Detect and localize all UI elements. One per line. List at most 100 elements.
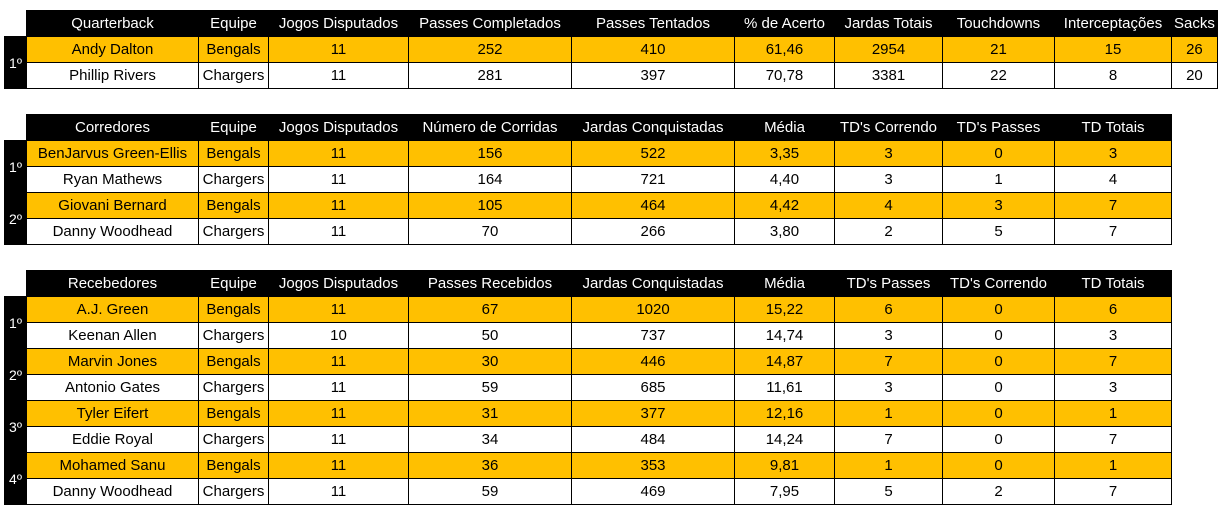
table-cell: 0 (942, 452, 1055, 479)
table-cell: 377 (571, 400, 735, 427)
table-row: Phillip Rivers Chargers 11 281 397 70,78 3381 2… (5, 62, 1218, 89)
rank-label: 4º (4, 452, 27, 505)
table-cell: 7 (1054, 218, 1172, 245)
table-cell: 12,16 (734, 400, 835, 427)
table-cell: 21 (942, 36, 1055, 63)
player-name-cell: Ryan Mathews (26, 166, 199, 193)
table-cell: 4 (1054, 166, 1172, 193)
column-header: Jardas Totais (834, 10, 943, 37)
column-header: Equipe (198, 114, 269, 141)
rank-label: 1º (4, 296, 27, 349)
table-header-row: Recebedores Equipe Jogos Disputados Passes … (4, 270, 1172, 297)
rank-label: 1º (4, 36, 27, 89)
table-cell: 397 (571, 62, 735, 89)
table-cell: 67 (408, 296, 572, 323)
player-name-cell: Danny Woodhead (26, 478, 199, 505)
table-cell: 7 (1054, 426, 1172, 453)
table-cell: Chargers (198, 62, 269, 89)
column-header: Touchdowns (942, 10, 1055, 37)
table-cell: 11 (268, 140, 409, 167)
table-cell: 7,95 (734, 478, 835, 505)
column-header: Quarterback (26, 10, 199, 37)
rank-label: 3º (4, 400, 27, 453)
table-row: 1º BenJarvus Green-Ellis Bengals 11 156 522 3,… (4, 140, 1172, 193)
table-cell: 522 (571, 140, 735, 167)
table-cell: 1 (942, 166, 1055, 193)
table-cell: 11 (268, 426, 409, 453)
column-header: Média (734, 114, 835, 141)
table-cell: 252 (408, 36, 572, 63)
player-name-cell: Tyler Eifert (26, 400, 199, 427)
table-cell: 11 (268, 400, 409, 427)
table-cell: 0 (942, 322, 1055, 349)
table-cell: Chargers (198, 426, 269, 453)
table-row: 4º Mohamed Sanu Bengals 11 36 353 9,81 1 0 1 (4, 452, 1172, 505)
table-row: Danny Woodhead Chargers 11 70 266 3,80 2 5 7 (5, 218, 1172, 245)
table-row: 2º Marvin Jones Bengals 11 30 446 14,87 7 0 7 (4, 348, 1172, 401)
table-cell: 0 (942, 426, 1055, 453)
table-cell: 469 (571, 478, 735, 505)
table-cell: 22 (942, 62, 1055, 89)
table-cell: 8 (1054, 62, 1172, 89)
table-cell: 721 (571, 166, 735, 193)
table-cell: 7 (1054, 348, 1172, 375)
table-cell: 36 (408, 452, 572, 479)
table-row: 1º A.J. Green Bengals 11 67 1020 15,22 6 0 6 (4, 296, 1172, 349)
column-header: TD's Correndo (942, 270, 1055, 297)
table-cell: 31 (408, 400, 572, 427)
table-cell: Chargers (198, 218, 269, 245)
table-cell: 0 (942, 400, 1055, 427)
table-cell: 464 (571, 192, 735, 219)
runningback-table: Corredores Equipe Jogos Disputados Número d… (4, 114, 1172, 245)
table-header-row: Corredores Equipe Jogos Disputados Número d… (4, 114, 1172, 141)
table-cell: 5 (834, 478, 943, 505)
table-cell: 3381 (834, 62, 943, 89)
player-name-cell: A.J. Green (26, 296, 199, 323)
table-cell: 7 (834, 426, 943, 453)
table-cell: 164 (408, 166, 572, 193)
table-cell: Bengals (198, 36, 269, 63)
column-header: Número de Corridas (408, 114, 572, 141)
column-header: Jogos Disputados (268, 270, 409, 297)
table-cell: 3 (1054, 322, 1172, 349)
table-cell: 15,22 (734, 296, 835, 323)
table-cell: 11 (268, 62, 409, 89)
column-header: Interceptações (1054, 10, 1172, 37)
table-cell: 7 (834, 348, 943, 375)
table-cell: 3 (942, 192, 1055, 219)
table-cell: 3 (834, 166, 943, 193)
table-cell: Bengals (198, 348, 269, 375)
table-cell: 3 (1054, 140, 1172, 167)
table-cell: 0 (942, 296, 1055, 323)
column-header: Corredores (26, 114, 199, 141)
table-cell: 1 (834, 400, 943, 427)
rank-label: 2º (4, 192, 27, 245)
receiver-table: Recebedores Equipe Jogos Disputados Passes … (4, 270, 1172, 505)
table-cell: 11 (268, 218, 409, 245)
table-cell: 11,61 (734, 374, 835, 401)
table-cell: 14,24 (734, 426, 835, 453)
column-header: Sacks (1171, 10, 1218, 37)
table-cell: 11 (268, 192, 409, 219)
column-header: Equipe (198, 10, 269, 37)
player-name-cell: Antonio Gates (26, 374, 199, 401)
column-header: TD Totais (1054, 114, 1172, 141)
player-name-cell: Andy Dalton (26, 36, 199, 63)
column-header: TD's Passes (834, 270, 943, 297)
player-name-cell: BenJarvus Green-Ellis (26, 140, 199, 167)
table-cell: Bengals (198, 140, 269, 167)
column-header: % de Acerto (734, 10, 835, 37)
table-cell: 3 (834, 374, 943, 401)
table-cell: 410 (571, 36, 735, 63)
table-row: Ryan Mathews Chargers 11 164 721 4,40 3 1 4 (5, 166, 1172, 193)
table-cell: 59 (408, 374, 572, 401)
table-cell: 70,78 (734, 62, 835, 89)
table-cell: 2 (834, 218, 943, 245)
column-header: Jogos Disputados (268, 114, 409, 141)
table-cell: Chargers (198, 322, 269, 349)
table-row: 3º Tyler Eifert Bengals 11 31 377 12,16 1 0 1 (4, 400, 1172, 453)
table-cell: 50 (408, 322, 572, 349)
table-cell: 737 (571, 322, 735, 349)
table-cell: 34 (408, 426, 572, 453)
table-cell: 9,81 (734, 452, 835, 479)
